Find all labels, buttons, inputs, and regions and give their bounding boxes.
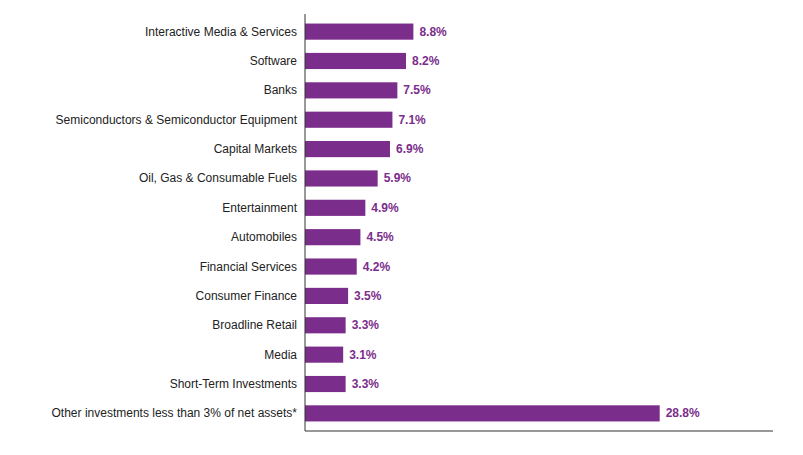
y-tick-label: Software xyxy=(250,54,298,68)
chart: Other investments less than 3% of net as… xyxy=(0,0,803,455)
y-tick-label: Financial Services xyxy=(200,260,297,274)
data-label: 8.8% xyxy=(419,25,447,39)
y-tick-label: Broadline Retail xyxy=(212,318,297,332)
y-tick-label: Consumer Finance xyxy=(196,289,298,303)
data-label: 3.1% xyxy=(349,348,377,362)
bar xyxy=(305,229,360,245)
bar xyxy=(305,200,365,216)
x-axis-line xyxy=(305,431,773,432)
bar xyxy=(305,82,397,98)
bar xyxy=(305,141,390,157)
bar xyxy=(305,170,378,186)
y-tick-label: Entertainment xyxy=(222,201,297,215)
bar xyxy=(305,258,357,274)
y-tick-label: Capital Markets xyxy=(214,142,297,156)
data-label: 7.1% xyxy=(398,113,426,127)
y-axis-line xyxy=(305,14,306,431)
y-tick-label: Automobiles xyxy=(231,230,297,244)
data-label: 6.9% xyxy=(396,142,424,156)
data-label: 4.9% xyxy=(371,201,399,215)
y-tick-label: Media xyxy=(264,348,297,362)
y-tick-label: Interactive Media & Services xyxy=(145,25,297,39)
bar xyxy=(305,376,346,392)
bars xyxy=(305,24,660,422)
data-label: 4.5% xyxy=(366,230,394,244)
y-tick-label: Banks xyxy=(264,83,297,97)
y-tick-label: Oil, Gas & Consumable Fuels xyxy=(139,171,297,185)
data-label: 7.5% xyxy=(403,83,431,97)
bar xyxy=(305,112,392,128)
data-label: 3.3% xyxy=(352,377,380,391)
bar xyxy=(305,24,413,40)
chart-container: Other investments less than 3% of net as… xyxy=(0,0,803,455)
y-tick-label: Other investments less than 3% of net as… xyxy=(52,406,298,420)
data-label: 8.2% xyxy=(412,54,440,68)
y-tick-label: Semiconductors & Semiconductor Equipment xyxy=(56,113,298,127)
data-label: 3.5% xyxy=(354,289,382,303)
bar xyxy=(305,347,343,363)
y-tick-label: Short-Term Investments xyxy=(170,377,297,391)
bar xyxy=(305,288,348,304)
data-label: 5.9% xyxy=(384,171,412,185)
labels: Other investments less than 3% of net as… xyxy=(52,25,701,421)
data-label: 28.8% xyxy=(666,406,700,420)
bar xyxy=(305,405,660,421)
bar xyxy=(305,317,346,333)
data-label: 4.2% xyxy=(363,260,391,274)
data-label: 3.3% xyxy=(352,318,380,332)
bar xyxy=(305,53,406,69)
